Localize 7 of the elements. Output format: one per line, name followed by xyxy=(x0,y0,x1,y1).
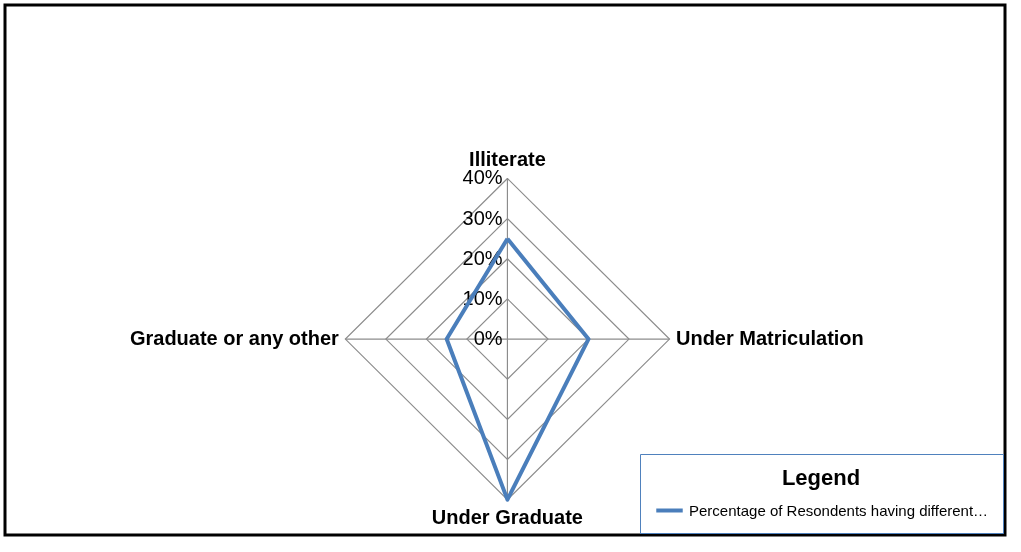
y-tick-label: 0% xyxy=(473,327,503,350)
spoke-label: Under Matriculation xyxy=(675,327,864,350)
spoke-label: Under Graduate xyxy=(431,505,584,528)
spoke-label: Graduate or any other xyxy=(129,327,340,350)
y-tick-label: 30% xyxy=(462,206,503,229)
legend-label: Percentage of Resondents having different… xyxy=(689,501,989,519)
legend-title: Legend xyxy=(781,465,861,490)
